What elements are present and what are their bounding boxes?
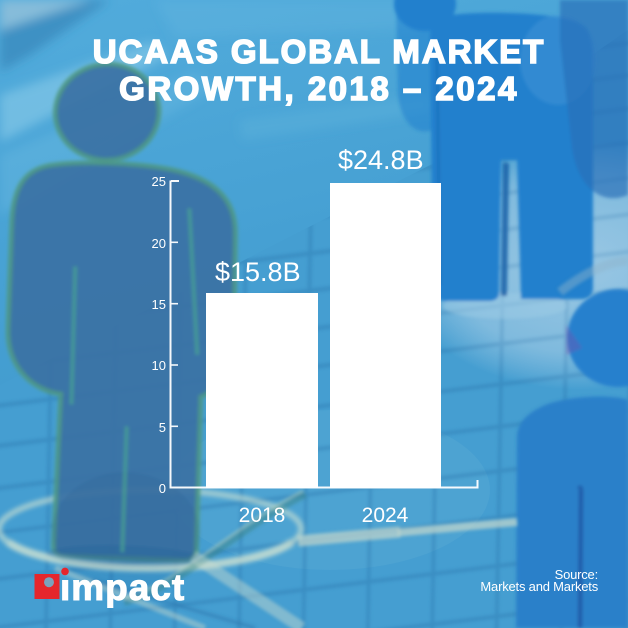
svg-text:ımpact: ımpact — [60, 567, 185, 608]
